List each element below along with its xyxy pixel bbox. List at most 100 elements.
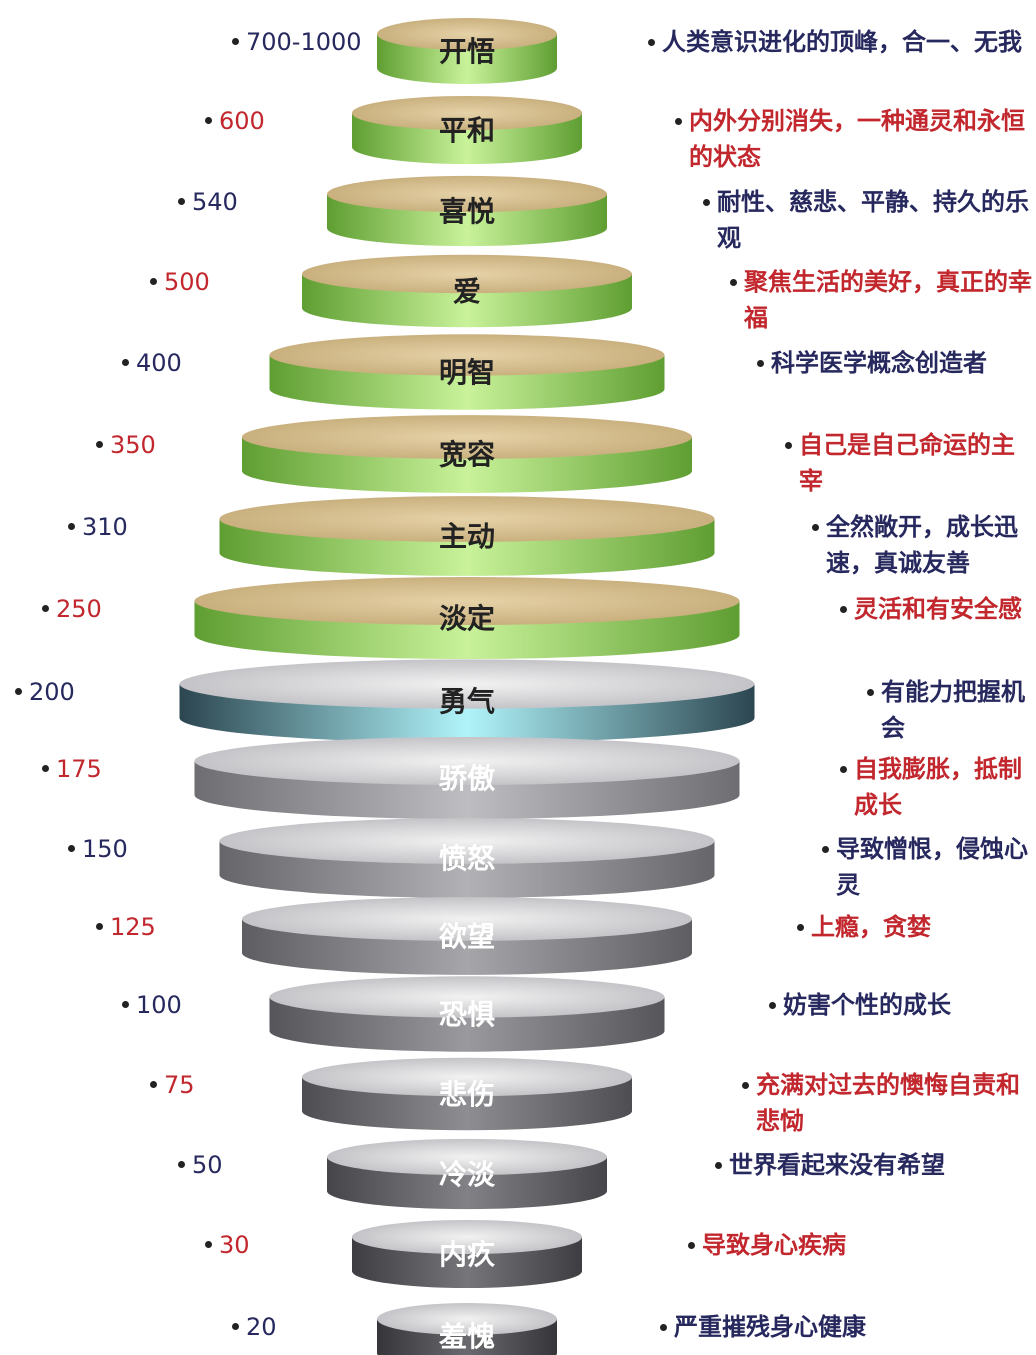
disk-top — [269, 334, 665, 376]
disk: 爱 — [302, 254, 632, 328]
level-name: 恐惧 — [439, 998, 495, 1031]
level-name: 喜悦 — [439, 195, 495, 228]
level-description: 导致憎恨，侵蚀心灵 — [836, 835, 1028, 899]
level-description: 严重摧残身心健康 — [674, 1313, 866, 1341]
level-description: 自我膨胀，抵制成长 — [854, 755, 1022, 819]
disk-top — [269, 976, 665, 1018]
bullet — [822, 846, 829, 853]
disk: 冷淡 — [327, 1138, 607, 1210]
bullet — [715, 1162, 722, 1169]
level-description: 全然敞开，成长迅速，真诚友善 — [826, 513, 1018, 577]
bullet — [42, 765, 49, 772]
level-value: 200 — [29, 678, 75, 706]
bullet — [675, 118, 682, 125]
level-name: 主动 — [439, 520, 495, 553]
disk-top — [219, 496, 715, 542]
bullet — [96, 923, 103, 930]
level-description: 世界看起来没有希望 — [729, 1151, 945, 1179]
bullet — [68, 845, 75, 852]
disk: 主动 — [219, 496, 715, 576]
bullet — [232, 38, 239, 45]
bullet — [150, 278, 157, 285]
bullet — [150, 1081, 157, 1088]
level-name: 淡定 — [439, 602, 495, 635]
bullet — [648, 39, 655, 46]
disk: 勇气 — [179, 659, 755, 743]
disk: 宽容 — [242, 415, 692, 493]
bullet — [205, 1241, 212, 1248]
disk-top — [179, 659, 755, 709]
disk: 悲伤 — [302, 1057, 632, 1131]
bullet — [178, 198, 185, 205]
level-name: 开悟 — [439, 35, 495, 68]
level-value: 50 — [192, 1151, 223, 1179]
level-name: 骄傲 — [439, 762, 495, 795]
bullet — [232, 1323, 239, 1330]
level-value: 700-1000 — [246, 28, 362, 56]
disk-top — [219, 818, 715, 864]
bullet — [42, 605, 49, 612]
level-name: 明智 — [439, 356, 495, 389]
disk-top — [194, 737, 740, 785]
level-value: 125 — [110, 913, 156, 941]
disk: 开悟 — [377, 18, 557, 84]
disk-top — [242, 415, 692, 459]
bullet — [840, 766, 847, 773]
bullet — [122, 359, 129, 366]
bullet — [660, 1324, 667, 1331]
level-name: 愤怒 — [439, 842, 495, 875]
disk-top — [242, 897, 692, 941]
level-name: 羞愧 — [438, 1320, 495, 1353]
level-name: 欲望 — [438, 920, 495, 953]
bullet — [688, 1242, 695, 1249]
disk: 平和 — [352, 95, 582, 165]
level-description: 耐性、慈悲、平静、持久的乐观 — [717, 188, 1029, 252]
disk: 喜悦 — [327, 175, 607, 247]
disk-top — [352, 1219, 582, 1255]
bullet — [68, 523, 75, 530]
level-value: 150 — [82, 835, 128, 863]
bullet — [840, 606, 847, 613]
bullet — [703, 199, 710, 206]
bullet — [812, 524, 819, 531]
level-description: 上瘾，贪婪 — [811, 913, 931, 941]
bullet — [205, 117, 212, 124]
level-value: 100 — [136, 991, 182, 1019]
bullet — [769, 1002, 776, 1009]
level-description: 科学医学概念创造者 — [771, 349, 987, 377]
disk-top — [302, 1057, 632, 1097]
level-value: 250 — [56, 595, 102, 623]
level-value: 30 — [219, 1231, 250, 1259]
level-name: 平和 — [439, 114, 495, 147]
disk-top — [377, 1303, 557, 1335]
level-value: 310 — [82, 513, 128, 541]
bullet — [742, 1082, 749, 1089]
level-description: 灵活和有安全感 — [854, 595, 1022, 623]
level-name: 勇气 — [439, 685, 495, 718]
level-name: 内疚 — [439, 1238, 495, 1271]
disk: 羞愧 — [377, 1303, 557, 1355]
level-value: 500 — [164, 268, 210, 296]
disk-top — [352, 95, 582, 131]
level-name: 冷淡 — [439, 1158, 496, 1191]
level-value: 400 — [136, 349, 182, 377]
level-value: 540 — [192, 188, 238, 216]
disk: 淡定 — [194, 577, 740, 659]
disk: 内疚 — [352, 1219, 582, 1289]
bullet — [178, 1161, 185, 1168]
level-value: 175 — [56, 755, 102, 783]
disk: 骄傲 — [194, 737, 740, 819]
disk: 愤怒 — [219, 818, 715, 898]
bullet — [15, 688, 22, 695]
disk: 恐惧 — [269, 976, 665, 1052]
bullet — [757, 360, 764, 367]
bullet — [122, 1001, 129, 1008]
bullet — [96, 441, 103, 448]
bullet — [785, 442, 792, 449]
level-description: 充满对过去的懊悔自责和悲恸 — [756, 1071, 1020, 1135]
disk-top — [327, 1138, 607, 1176]
disk-top — [302, 254, 632, 294]
level-value: 20 — [246, 1313, 277, 1341]
level-value: 600 — [219, 107, 265, 135]
